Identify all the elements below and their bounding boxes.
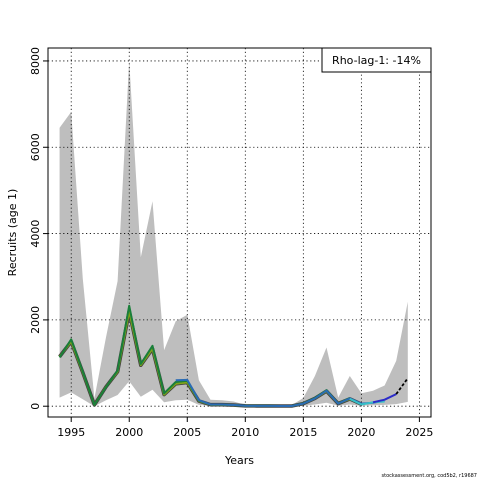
y-tick-label: 4000 bbox=[29, 220, 42, 248]
y-tick-label: 8000 bbox=[29, 47, 42, 75]
plot-frame bbox=[47, 47, 432, 418]
x-tick-label: 2025 bbox=[405, 426, 433, 439]
y-axis-title: Recruits (age 1) bbox=[6, 189, 19, 277]
y-tick-label: 0 bbox=[29, 403, 42, 410]
x-tick-label: 2000 bbox=[115, 426, 143, 439]
y-tick-label: 2000 bbox=[29, 306, 42, 334]
x-tick-label: 2010 bbox=[231, 426, 259, 439]
series-line-5 bbox=[395, 377, 409, 395]
series-line-4 bbox=[372, 393, 397, 404]
confidence-band bbox=[59, 60, 408, 407]
legend: Rho-lag-1: -14% bbox=[321, 47, 432, 73]
x-tick-label: 2020 bbox=[347, 426, 375, 439]
y-tick-label: 6000 bbox=[29, 133, 42, 161]
series-layer bbox=[58, 304, 409, 408]
confidence-band-layer bbox=[59, 60, 408, 407]
x-tick-label: 1995 bbox=[57, 426, 85, 439]
credit-text: stockassessment.org, cod5b2, r19687 bbox=[382, 473, 477, 479]
series-line-2 bbox=[175, 378, 385, 407]
legend-box bbox=[321, 47, 432, 73]
x-axis-title: Years bbox=[224, 454, 254, 467]
x-tick-label: 2015 bbox=[289, 426, 317, 439]
y-axis: 0 2000 4000 6000 8000 bbox=[29, 47, 48, 410]
x-tick-label: 2005 bbox=[173, 426, 201, 439]
legend-text: Rho-lag-1: -14% bbox=[332, 54, 421, 67]
grid-layer bbox=[48, 48, 431, 417]
x-axis: 1995 2000 2005 2010 2015 2020 2025 bbox=[57, 417, 433, 439]
